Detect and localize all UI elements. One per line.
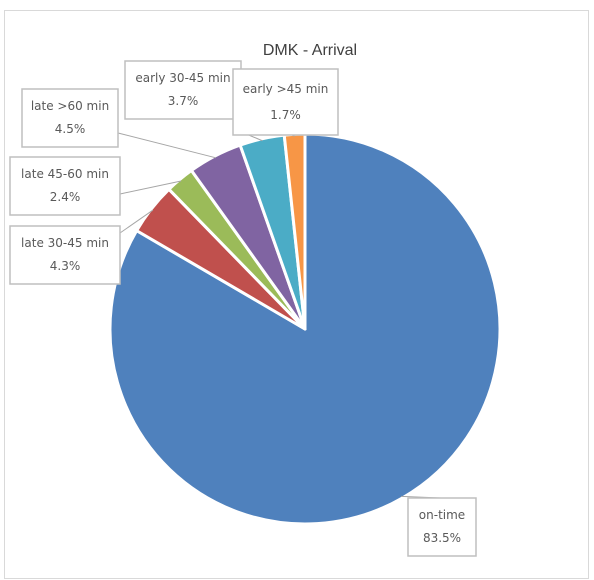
pie-chart: DMK - Arrival on-time 83.5% late 30-45 min…	[9, 42, 502, 557]
data-label-category: late >60 min	[31, 99, 109, 113]
data-label-on-time: on-time 83.5%	[407, 497, 477, 557]
data-label-percent: 4.5%	[55, 122, 86, 136]
data-label-percent: 2.4%	[50, 190, 81, 204]
data-label-box	[21, 88, 119, 148]
chart-area: DMK - Arrival on-time 83.5% late 30-45 min…	[4, 10, 589, 579]
data-label-percent: 3.7%	[168, 94, 199, 108]
leader-line-late-over-60-min	[117, 132, 216, 159]
leader-line-late-45-60-min	[119, 180, 182, 195]
data-labels: on-time 83.5% late 30-45 min 4.3% late 45-60…	[9, 60, 477, 557]
chart-title: DMK - Arrival	[263, 42, 357, 59]
data-label-percent: 83.5%	[423, 531, 461, 545]
data-label-box	[9, 225, 121, 285]
data-label-category: early 30-45 min	[135, 71, 230, 85]
data-label-box	[407, 497, 477, 557]
data-label-late-over-60-min: late >60 min 4.5%	[21, 88, 119, 148]
data-label-box	[9, 156, 121, 216]
data-label-box	[124, 60, 242, 120]
leader-line-late-30-45-min	[119, 209, 154, 234]
data-label-early-over-45-min: early >45 min 1.7%	[232, 68, 339, 136]
data-label-category: late 45-60 min	[21, 167, 109, 181]
data-label-category: early >45 min	[243, 82, 329, 96]
data-label-late-30-45-min: late 30-45 min 4.3%	[9, 225, 121, 285]
data-label-category: on-time	[419, 508, 465, 522]
pie-slices	[108, 132, 502, 526]
data-label-percent: 4.3%	[50, 259, 81, 273]
data-label-early-30-45-min: early 30-45 min 3.7%	[124, 60, 242, 120]
data-label-box	[232, 68, 339, 136]
data-label-late-45-60-min: late 45-60 min 2.4%	[9, 156, 121, 216]
data-label-percent: 1.7%	[270, 108, 301, 122]
data-label-category: late 30-45 min	[21, 236, 109, 250]
